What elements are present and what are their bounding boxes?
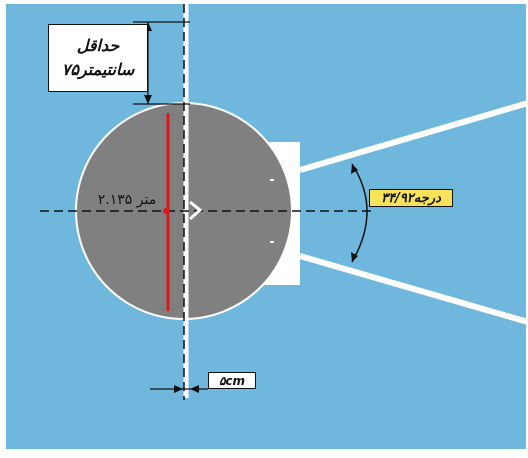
radius-label: ۲.۱۳۵ متر	[97, 192, 157, 208]
angle-arc	[351, 163, 368, 263]
radius-dot	[163, 208, 169, 214]
angle-arrow-top	[351, 164, 358, 174]
min-distance-line2: ۷۵سانتیمتر	[61, 60, 135, 79]
width-arrow-left	[174, 385, 183, 393]
angle-arrow-bottom	[351, 252, 358, 262]
line-width-label: ۵cm	[208, 372, 256, 389]
min-distance-line1: حداقل	[76, 36, 120, 55]
sector-line-lower	[299, 253, 528, 325]
min-distance-label: حداقل ۷۵سانتیمتر	[48, 24, 148, 92]
angle-label: ۳۴/۹۲درجه	[369, 189, 453, 207]
width-arrow-right	[190, 385, 199, 393]
center-marker	[188, 200, 203, 221]
sector-line-upper	[299, 100, 528, 173]
min-dim-arrow-bottom	[144, 95, 152, 104]
